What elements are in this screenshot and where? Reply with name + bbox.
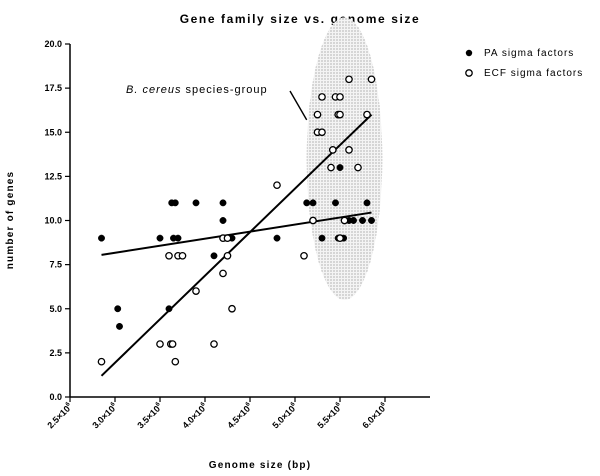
- highlight-layer: [306, 17, 383, 300]
- y-tick-label: 2.5: [49, 348, 62, 358]
- y-tick-label: 15.0: [44, 127, 62, 137]
- point-pa: [114, 305, 122, 313]
- point-pa: [219, 217, 227, 224]
- point-ecf: [318, 93, 326, 101]
- point-ecf: [273, 181, 281, 190]
- annotation: B. cereus species-group: [126, 84, 308, 121]
- point-pa: [98, 234, 105, 242]
- x-tick-label: 2.5×106: [45, 401, 75, 431]
- point-pa: [219, 199, 227, 207]
- y-tick-label: 7.5: [49, 260, 62, 270]
- x-tick-exponent: 6: [335, 401, 342, 408]
- x-axis-label: Genome size (bp): [209, 460, 312, 471]
- legend-label-pa: PA sigma factors: [484, 48, 574, 59]
- point-ecf: [156, 340, 164, 348]
- x-tick-exponent: 6: [200, 401, 207, 408]
- point-pa: [368, 217, 375, 224]
- point-ecf: [340, 216, 349, 225]
- point-ecf: [318, 128, 326, 137]
- point-ecf: [327, 163, 335, 172]
- annotation-label: B. cereus species-group: [126, 84, 268, 96]
- point-pa: [363, 199, 371, 207]
- legend-marker-pa: [465, 49, 473, 57]
- point-ecf: [228, 304, 236, 313]
- y-axis-label: number of genes: [5, 171, 16, 270]
- point-ecf: [309, 216, 317, 225]
- point-ecf: [354, 163, 362, 172]
- point-pa: [350, 217, 357, 224]
- x-tick-label: 3.0×106: [90, 401, 120, 431]
- point-pa: [336, 164, 344, 172]
- point-ecf: [178, 251, 187, 260]
- point-ecf: [168, 340, 177, 348]
- point-pa: [273, 234, 281, 242]
- x-tick-exponent: 6: [155, 401, 162, 408]
- point-pa: [359, 217, 366, 224]
- legend-label-ecf: ECF sigma factors: [484, 68, 583, 79]
- y-tick-label: 12.5: [44, 171, 62, 181]
- x-tick-label: 4.5×106: [225, 401, 255, 431]
- x-tick-exponent: 6: [380, 401, 387, 408]
- x-tick-label: 3.5×106: [135, 401, 165, 431]
- x-tick-exponent: 6: [245, 401, 252, 408]
- legend: PA sigma factors ECF sigma factors: [465, 48, 583, 79]
- x-tick-label: 5.0×106: [270, 401, 300, 431]
- point-ecf: [210, 340, 218, 348]
- x-tick-label: 4.0×106: [180, 401, 210, 431]
- chart-title: Gene family size vs. genome size: [180, 12, 421, 26]
- fit-line-ecf: [100, 113, 373, 377]
- y-ticks: 0.0 2.5 5.0 7.5 10.0 12.5 15.0 17.5 20.0: [44, 39, 70, 402]
- point-pa: [174, 234, 182, 242]
- point-pa: [318, 234, 326, 242]
- points: [97, 75, 376, 366]
- x-tick-label: 5.5×106: [315, 401, 345, 431]
- point-pa: [309, 199, 317, 207]
- point-pa: [165, 305, 173, 313]
- y-tick-label: 5.0: [49, 304, 62, 314]
- fit-lines: [100, 113, 373, 377]
- point-ecf: [313, 110, 322, 119]
- point-ecf: [336, 234, 344, 242]
- point-ecf: [336, 93, 344, 101]
- point-pa: [171, 199, 179, 207]
- x-tick-exponent: 6: [110, 401, 117, 408]
- point-pa: [332, 199, 339, 207]
- point-ecf: [300, 251, 308, 260]
- y-tick-label: 0.0: [49, 392, 62, 402]
- point-ecf: [97, 357, 106, 366]
- point-ecf: [328, 146, 337, 154]
- x-tick-exponent: 6: [290, 401, 297, 408]
- point-ecf: [363, 110, 371, 119]
- legend-marker-ecf: [465, 69, 473, 77]
- annotation-pointer: [289, 90, 308, 121]
- point-ecf: [171, 357, 180, 366]
- point-ecf: [336, 110, 344, 119]
- x-tick-exponent: 6: [65, 401, 72, 408]
- point-ecf: [165, 251, 173, 260]
- y-tick-label: 20.0: [44, 39, 62, 49]
- point-ecf: [367, 75, 376, 84]
- annotation-rest: species-group: [181, 84, 267, 96]
- fit-line-pa: [101, 211, 372, 256]
- y-tick-label: 17.5: [44, 83, 62, 93]
- point-pa: [156, 234, 164, 242]
- point-pa: [303, 199, 311, 207]
- y-tick-label: 10.0: [44, 216, 62, 226]
- point-ecf: [345, 146, 353, 154]
- annotation-italic: B. cereus: [126, 84, 181, 96]
- point-ecf: [223, 251, 232, 260]
- point-pa: [116, 322, 123, 330]
- point-pa: [210, 252, 218, 260]
- species-group-region: [306, 17, 383, 300]
- x-ticks: 2.5×106 3.0×106 3.5×106 4.0×106 4.5×106 5.0×1…: [45, 397, 390, 431]
- x-tick-label: 6.0×106: [360, 401, 390, 431]
- point-ecf: [345, 75, 353, 84]
- point-ecf: [223, 234, 232, 242]
- point-ecf: [219, 269, 227, 278]
- point-ecf: [192, 287, 200, 295]
- point-pa: [192, 199, 200, 207]
